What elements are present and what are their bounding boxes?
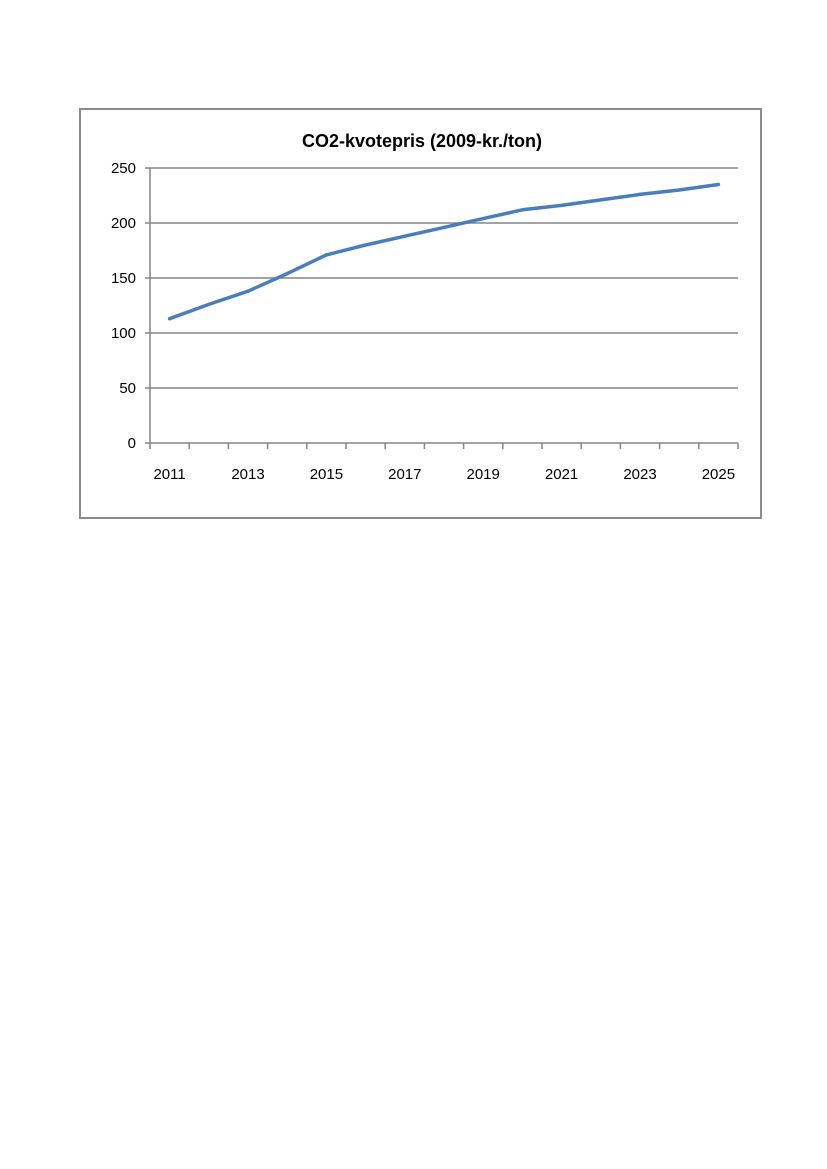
chart-title: CO2-kvotepris (2009-kr./ton) [302,131,542,151]
data-point [677,188,681,192]
data-point [481,217,485,221]
data-point [520,208,524,212]
x-tick-label: 2011 [153,466,185,483]
y-tick-label: 200 [111,215,136,232]
chart-container: CO2-kvotepris (2009-kr./ton) 0 50 100 150 20… [79,108,762,519]
data-point [638,192,642,196]
y-tick-label: 250 [111,160,136,177]
data-point [403,234,407,238]
series-layer [167,182,721,321]
x-tick-labels: 2011 2013 2015 2017 2019 2021 2023 2025 [153,466,735,483]
x-tick-label: 2021 [545,466,578,483]
x-tick-label: 2023 [623,466,656,483]
data-point [364,243,368,247]
data-point [324,253,328,257]
data-point [285,272,289,276]
gridlines [150,167,738,389]
data-point [716,182,721,187]
y-tick-label: 50 [119,380,136,397]
data-point [599,198,603,202]
x-tick-label: 2015 [310,466,343,483]
x-tick-label: 2019 [467,466,500,483]
y-tick-label: 150 [111,270,136,287]
data-point [560,203,564,207]
y-tick-label: 100 [111,325,136,342]
series-line [167,182,721,321]
line-chart: CO2-kvotepris (2009-kr./ton) 0 50 100 150 20… [111,131,739,483]
axes [145,167,739,449]
data-point [168,317,172,321]
x-tick-label: 2017 [388,466,421,483]
x-tick-label: 2025 [702,466,735,483]
data-point [442,225,446,229]
y-tick-labels: 0 50 100 150 200 250 [111,160,136,452]
y-tick-label: 0 [128,435,136,452]
data-point [207,302,211,306]
data-point [246,289,250,293]
x-tick-label: 2013 [231,466,264,483]
